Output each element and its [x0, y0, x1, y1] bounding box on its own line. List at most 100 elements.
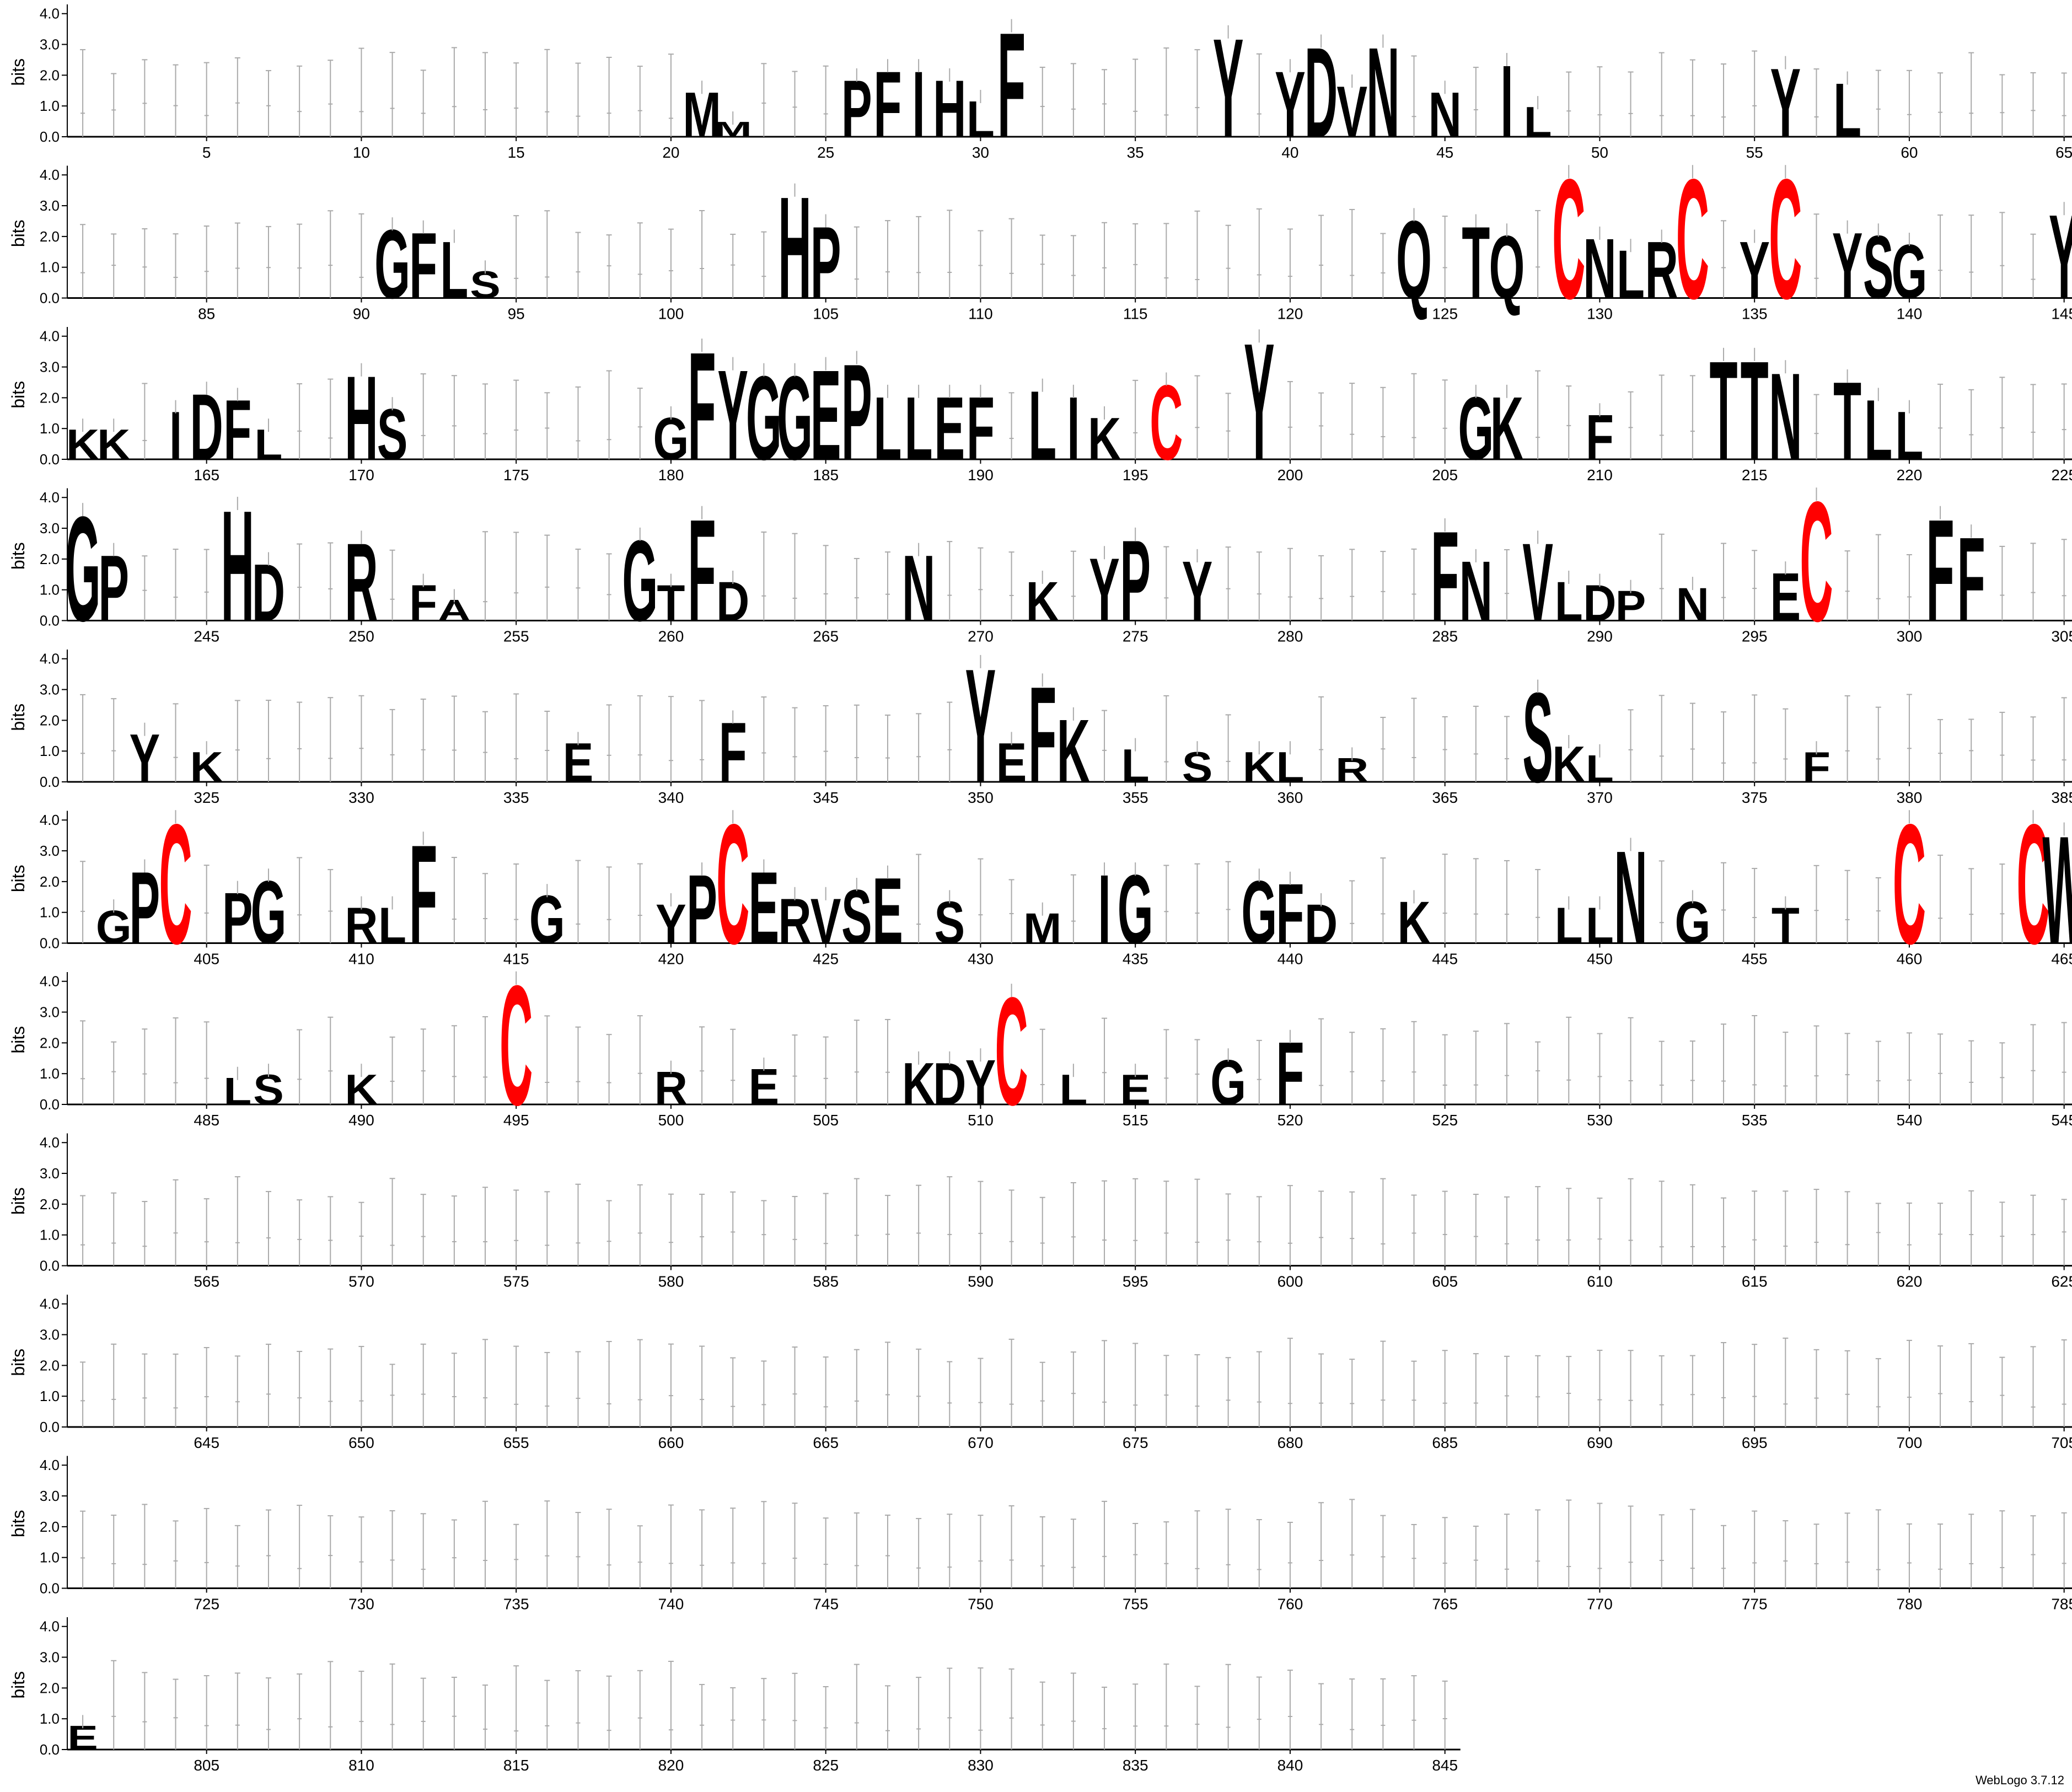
x-tick-label: 210 — [1587, 466, 1613, 484]
logo-letter: I — [169, 398, 182, 474]
x-tick-label: 680 — [1277, 1434, 1303, 1451]
y-tick-label: 0.0 — [40, 1580, 60, 1597]
logo-letter: W — [2042, 804, 2072, 976]
x-tick-label: 435 — [1123, 951, 1148, 968]
x-tick-label: 40 — [1281, 144, 1298, 161]
x-tick-label: 125 — [1432, 305, 1458, 323]
x-tick-label: 655 — [503, 1434, 529, 1451]
x-tick-label: 370 — [1587, 789, 1613, 806]
y-axis-label: bits — [8, 1187, 28, 1215]
y-tick-label: 0.0 — [40, 774, 60, 790]
x-tick-label: 110 — [968, 305, 993, 323]
x-tick-label: 595 — [1123, 1273, 1148, 1290]
x-tick-label: 495 — [503, 1112, 529, 1129]
x-tick-label: 115 — [1123, 305, 1148, 323]
y-tick-label: 1.0 — [40, 904, 60, 921]
x-tick-label: 65 — [2055, 144, 2072, 161]
y-tick-label: 3.0 — [40, 1327, 60, 1343]
x-tick-label: 650 — [348, 1434, 374, 1451]
x-tick-label: 815 — [503, 1757, 529, 1774]
x-tick-label: 365 — [1432, 789, 1458, 806]
x-tick-label: 690 — [1587, 1434, 1613, 1451]
x-tick-label: 615 — [1742, 1273, 1768, 1290]
x-tick-label: 260 — [658, 628, 684, 645]
x-tick-label: 375 — [1742, 789, 1768, 806]
x-tick-label: 120 — [1277, 305, 1303, 323]
x-tick-label: 295 — [1742, 628, 1768, 645]
x-tick-label: 335 — [503, 789, 529, 806]
x-tick-label: 810 — [348, 1757, 374, 1774]
logo-letter: Y — [2049, 190, 2072, 324]
y-tick-label: 0.0 — [40, 128, 60, 145]
x-tick-label: 225 — [2051, 466, 2072, 484]
weblogo-version-label: WebLogo 3.7.12 — [1975, 1773, 2064, 1787]
x-tick-label: 450 — [1587, 951, 1613, 968]
y-axis-label: bits — [8, 381, 28, 409]
x-tick-label: 765 — [1432, 1596, 1458, 1613]
x-tick-label: 50 — [1591, 144, 1608, 161]
x-tick-label: 780 — [1897, 1596, 1923, 1613]
y-tick-label: 3.0 — [40, 1165, 60, 1182]
y-tick-label: 4.0 — [40, 1457, 60, 1473]
x-tick-label: 100 — [658, 305, 684, 323]
x-tick-label: 10 — [353, 144, 370, 161]
y-tick-label: 1.0 — [40, 259, 60, 276]
x-tick-label: 835 — [1123, 1757, 1148, 1774]
x-tick-label: 730 — [348, 1596, 374, 1613]
y-axis-label: bits — [8, 1671, 28, 1699]
x-tick-label: 545 — [2051, 1112, 2072, 1129]
x-tick-label: 215 — [1742, 466, 1768, 484]
x-tick-label: 105 — [813, 305, 839, 323]
logo-letter: I — [1098, 855, 1110, 964]
y-tick-label: 3.0 — [40, 1004, 60, 1021]
x-tick-label: 605 — [1432, 1273, 1458, 1290]
x-tick-label: 440 — [1277, 951, 1303, 968]
x-tick-label: 425 — [813, 951, 839, 968]
x-tick-label: 505 — [813, 1112, 839, 1129]
y-tick-label: 3.0 — [40, 520, 60, 536]
y-axis-label: bits — [8, 1510, 28, 1537]
x-tick-label: 265 — [813, 628, 839, 645]
x-tick-label: 300 — [1897, 628, 1923, 645]
y-tick-label: 4.0 — [40, 973, 60, 990]
y-tick-label: 0.0 — [40, 451, 60, 468]
x-tick-label: 420 — [658, 951, 684, 968]
x-tick-label: 190 — [968, 466, 994, 484]
y-tick-label: 2.0 — [40, 1357, 60, 1373]
x-tick-label: 625 — [2051, 1273, 2072, 1290]
y-tick-label: 3.0 — [40, 1649, 60, 1666]
x-tick-label: 785 — [2051, 1596, 2072, 1613]
x-tick-label: 285 — [1432, 628, 1458, 645]
y-axis-label: bits — [8, 1349, 28, 1376]
x-tick-label: 290 — [1587, 628, 1613, 645]
x-tick-label: 490 — [348, 1112, 374, 1129]
x-tick-label: 180 — [658, 466, 684, 484]
x-tick-label: 830 — [968, 1757, 994, 1774]
y-tick-label: 4.0 — [40, 651, 60, 667]
x-tick-label: 750 — [968, 1596, 994, 1613]
x-tick-label: 445 — [1432, 951, 1458, 968]
x-tick-label: 685 — [1432, 1434, 1458, 1451]
y-tick-label: 1.0 — [40, 582, 60, 598]
x-tick-label: 330 — [348, 789, 374, 806]
y-tick-label: 0.0 — [40, 613, 60, 629]
x-tick-label: 175 — [503, 466, 529, 484]
x-tick-label: 465 — [2051, 951, 2072, 968]
x-tick-label: 185 — [813, 466, 839, 484]
x-tick-label: 705 — [2051, 1434, 2072, 1451]
x-tick-label: 695 — [1742, 1434, 1768, 1451]
x-tick-label: 760 — [1277, 1596, 1303, 1613]
y-tick-label: 2.0 — [40, 551, 60, 567]
x-tick-label: 385 — [2051, 789, 2072, 806]
y-tick-label: 3.0 — [40, 359, 60, 375]
x-tick-label: 670 — [968, 1434, 994, 1451]
x-tick-label: 140 — [1897, 305, 1923, 323]
x-tick-label: 735 — [503, 1596, 529, 1613]
x-tick-label: 500 — [658, 1112, 684, 1129]
x-tick-label: 195 — [1123, 466, 1148, 484]
y-tick-label: 3.0 — [40, 36, 60, 53]
